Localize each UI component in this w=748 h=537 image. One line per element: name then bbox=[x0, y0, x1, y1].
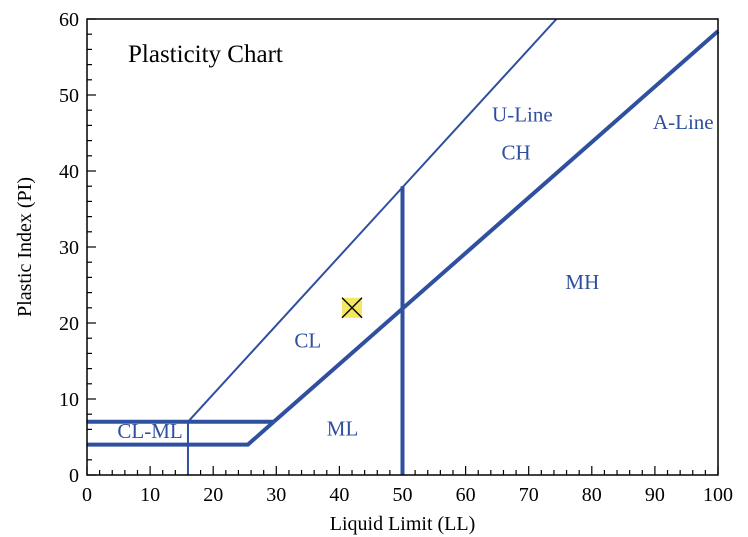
boundary-line bbox=[87, 420, 276, 447]
u-line-series bbox=[187, 18, 558, 423]
sample-marker bbox=[341, 297, 363, 319]
x-tick-label: 70 bbox=[519, 484, 539, 506]
y-tick-label: 10 bbox=[59, 389, 79, 411]
region-label-ch: CH bbox=[501, 141, 530, 165]
y-tick-label: 0 bbox=[69, 465, 79, 487]
region-label-cl: CL bbox=[294, 328, 321, 352]
x-tick-label: 10 bbox=[140, 484, 160, 506]
x-tick-label: 20 bbox=[203, 484, 223, 506]
x-tick-label: 90 bbox=[645, 484, 665, 506]
a-line-series bbox=[272, 29, 720, 424]
region-labels: U-Line A-Line CH MH CL ML CL-ML bbox=[117, 103, 713, 443]
x-tick-label: 80 bbox=[582, 484, 602, 506]
y-tick-label: 20 bbox=[59, 313, 79, 335]
y-tick-label: 50 bbox=[59, 85, 79, 107]
x-tick-label: 40 bbox=[329, 484, 349, 506]
y-axis-title: Plastic Index (PI) bbox=[14, 177, 36, 317]
y-tick-label: 30 bbox=[59, 237, 79, 259]
chart-title: Plasticity Chart bbox=[128, 41, 283, 68]
region-label-ml: ML bbox=[327, 416, 359, 440]
region-label-mh: MH bbox=[565, 270, 599, 294]
x-axis-title: Liquid Limit (LL) bbox=[330, 513, 476, 535]
x-tick-label: 30 bbox=[266, 484, 286, 506]
x-tick-label: 50 bbox=[393, 484, 413, 506]
axis-ticks: 0 10 20 30 40 50 60 70 80 90 100 0 10 20 30 40 50 60 bbox=[59, 9, 733, 506]
x-tick-label: 60 bbox=[456, 484, 476, 506]
plot-area-frame bbox=[86, 18, 719, 476]
region-label-u-line: U-Line bbox=[492, 103, 553, 127]
region-label-cl-ml: CL-ML bbox=[117, 419, 182, 443]
region-label-a-line: A-Line bbox=[653, 110, 714, 134]
x-tick-label: 100 bbox=[703, 484, 733, 506]
y-tick-label: 40 bbox=[59, 161, 79, 183]
x-tick-label: 0 bbox=[82, 484, 92, 506]
chart-lines bbox=[87, 18, 720, 475]
y-tick-label: 60 bbox=[59, 9, 79, 31]
marker-cross-stroke bbox=[341, 297, 363, 319]
